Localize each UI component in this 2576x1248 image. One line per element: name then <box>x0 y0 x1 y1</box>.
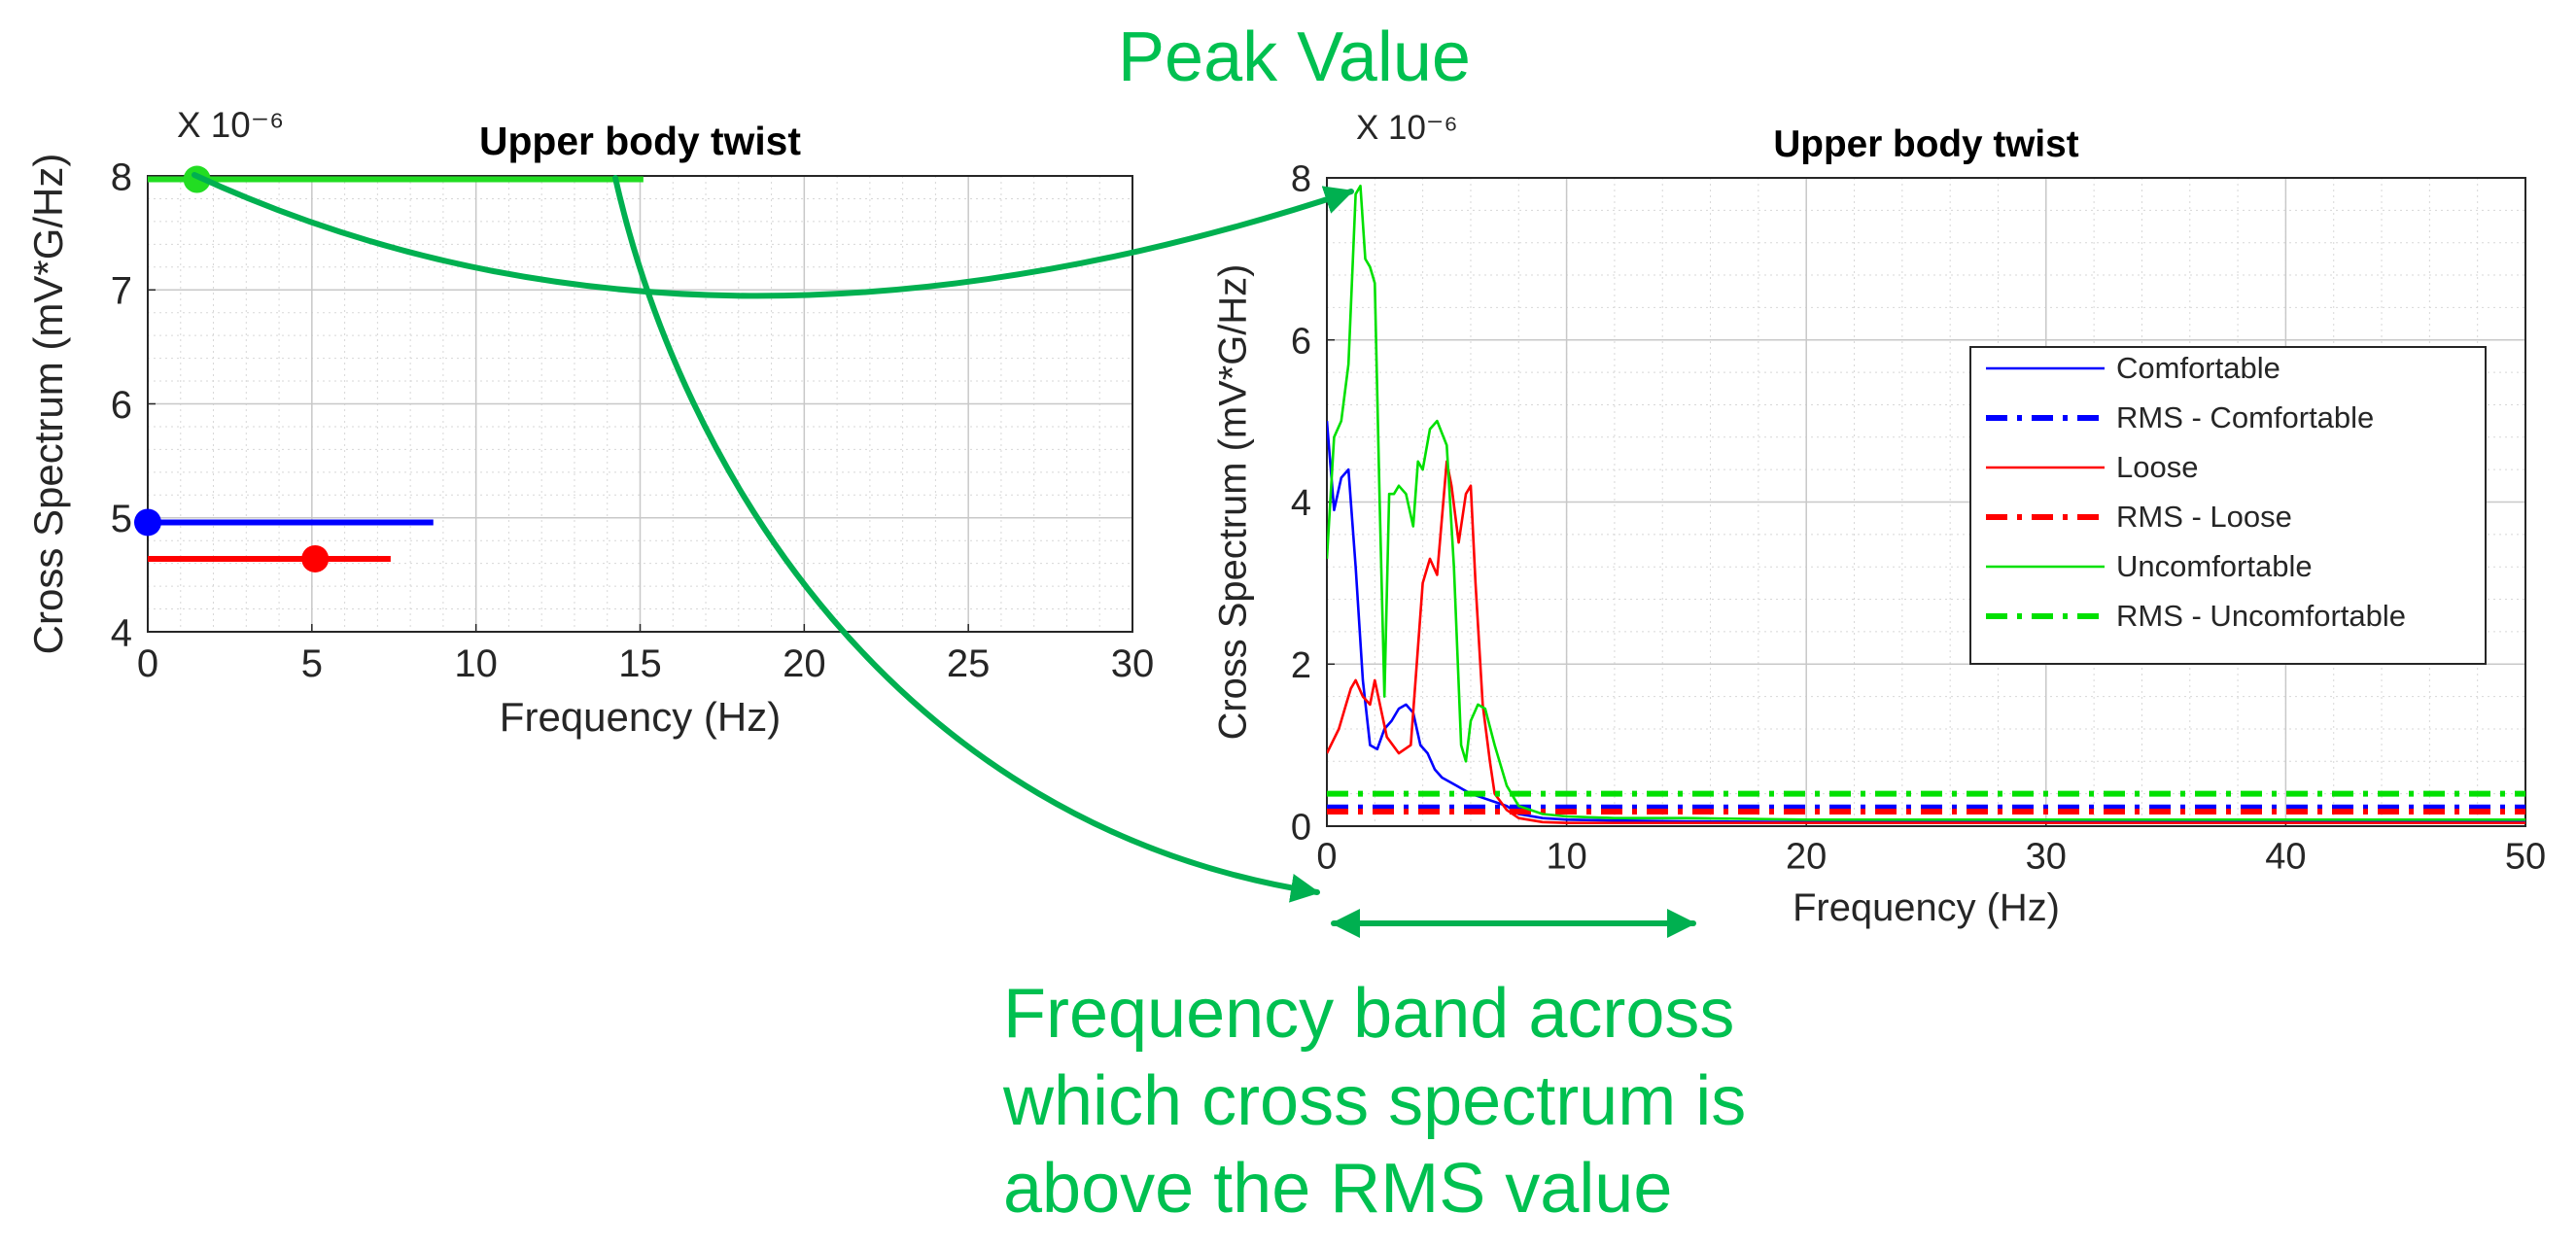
right-axes-frame <box>1326 177 2526 827</box>
right-x-tick-label: 10 <box>1546 837 1586 878</box>
left-x-axis-label: Frequency (Hz) <box>500 694 781 740</box>
frequency-band-line-3: above the RMS value <box>1003 1150 1673 1228</box>
left-y-tick-label: 7 <box>111 270 132 313</box>
legend-label-2: Loose <box>2116 450 2198 484</box>
left-x-tick-label: 25 <box>947 642 991 685</box>
right-y-tick-label: 2 <box>1291 645 1311 686</box>
left-y-tick-label: 5 <box>111 498 132 540</box>
left-x-tick-label: 0 <box>137 642 158 685</box>
left-axes-frame <box>147 175 1133 633</box>
legend-box <box>1969 346 2487 665</box>
left-chart: 0 5 10 15 20 25 30 4 5 6 7 8 Upper body twist Frequen… <box>25 105 1154 740</box>
right-series-line-2 <box>1327 460 2525 825</box>
right-x-tick-label: 0 <box>1316 837 1337 878</box>
left-x-tick-label: 5 <box>301 642 323 685</box>
left-x-tick-label: 15 <box>618 642 662 685</box>
left-y-tick-label: 8 <box>111 156 132 198</box>
right-series-group <box>1327 185 2525 825</box>
right-series-line-0 <box>1327 420 2525 824</box>
left-peak-marker-0 <box>134 508 161 537</box>
peak-value-arrow <box>191 172 1354 299</box>
right-x-tick-label: 30 <box>2026 837 2067 878</box>
frequency-band-line-1: Frequency band across <box>1003 975 1735 1053</box>
right-chart-title: Upper body twist <box>1773 123 2078 165</box>
left-x-tick-label: 30 <box>1111 642 1155 685</box>
right-legend: Comfortable RMS - Comfortable Loose RMS - L… <box>1969 346 2487 665</box>
right-y-tick-label: 0 <box>1291 808 1311 849</box>
left-x-tick-label: 10 <box>454 642 498 685</box>
legend-label-3: RMS - Loose <box>2116 500 2292 534</box>
left-y-axis-label: Cross Spectrum (mV*G/Hz) <box>25 154 71 655</box>
right-y-tick-label: 6 <box>1291 321 1311 362</box>
right-x-tick-label: 40 <box>2265 837 2306 878</box>
right-series-line-4 <box>1327 185 2525 821</box>
legend-label-1: RMS - Comfortable <box>2116 400 2374 434</box>
legend-label-4: Uncomfortable <box>2116 549 2313 583</box>
right-y-tick-label: 4 <box>1291 483 1311 524</box>
left-x-tick-label: 20 <box>783 642 826 685</box>
frequency-band-annotation: Frequency band across which cross spectr… <box>1003 970 2170 1232</box>
left-y-tick-label: 4 <box>111 611 132 654</box>
right-axis-exponent: X 10⁻⁶ <box>1356 109 1458 147</box>
left-peak-marker-1 <box>301 544 330 572</box>
right-x-axis-label: Frequency (Hz) <box>1793 886 2060 929</box>
right-y-tick-label: 8 <box>1291 159 1311 200</box>
annotation-arrows <box>191 172 1696 938</box>
peak-value-annotation: Peak Value <box>1118 18 1471 96</box>
right-x-tick-label: 20 <box>1786 837 1827 878</box>
legend-label-5: RMS - Uncomfortable <box>2116 599 2406 633</box>
right-x-tick-label: 50 <box>2505 837 2546 878</box>
left-y-tick-label: 6 <box>111 384 132 427</box>
frequency-band-arrow <box>612 175 1320 903</box>
frequency-band-line-2: which cross spectrum is <box>1003 1062 1747 1140</box>
legend-label-0: Comfortable <box>2116 351 2280 385</box>
right-y-axis-label: Cross Spectrum (mV*G/Hz) <box>1211 264 1254 741</box>
left-chart-title: Upper body twist <box>479 119 801 163</box>
left-axis-exponent: X 10⁻⁶ <box>177 105 284 145</box>
right-chart: 0 10 20 30 40 50 0 2 4 6 8 Upper body twist Frequenc… <box>1211 109 2546 929</box>
